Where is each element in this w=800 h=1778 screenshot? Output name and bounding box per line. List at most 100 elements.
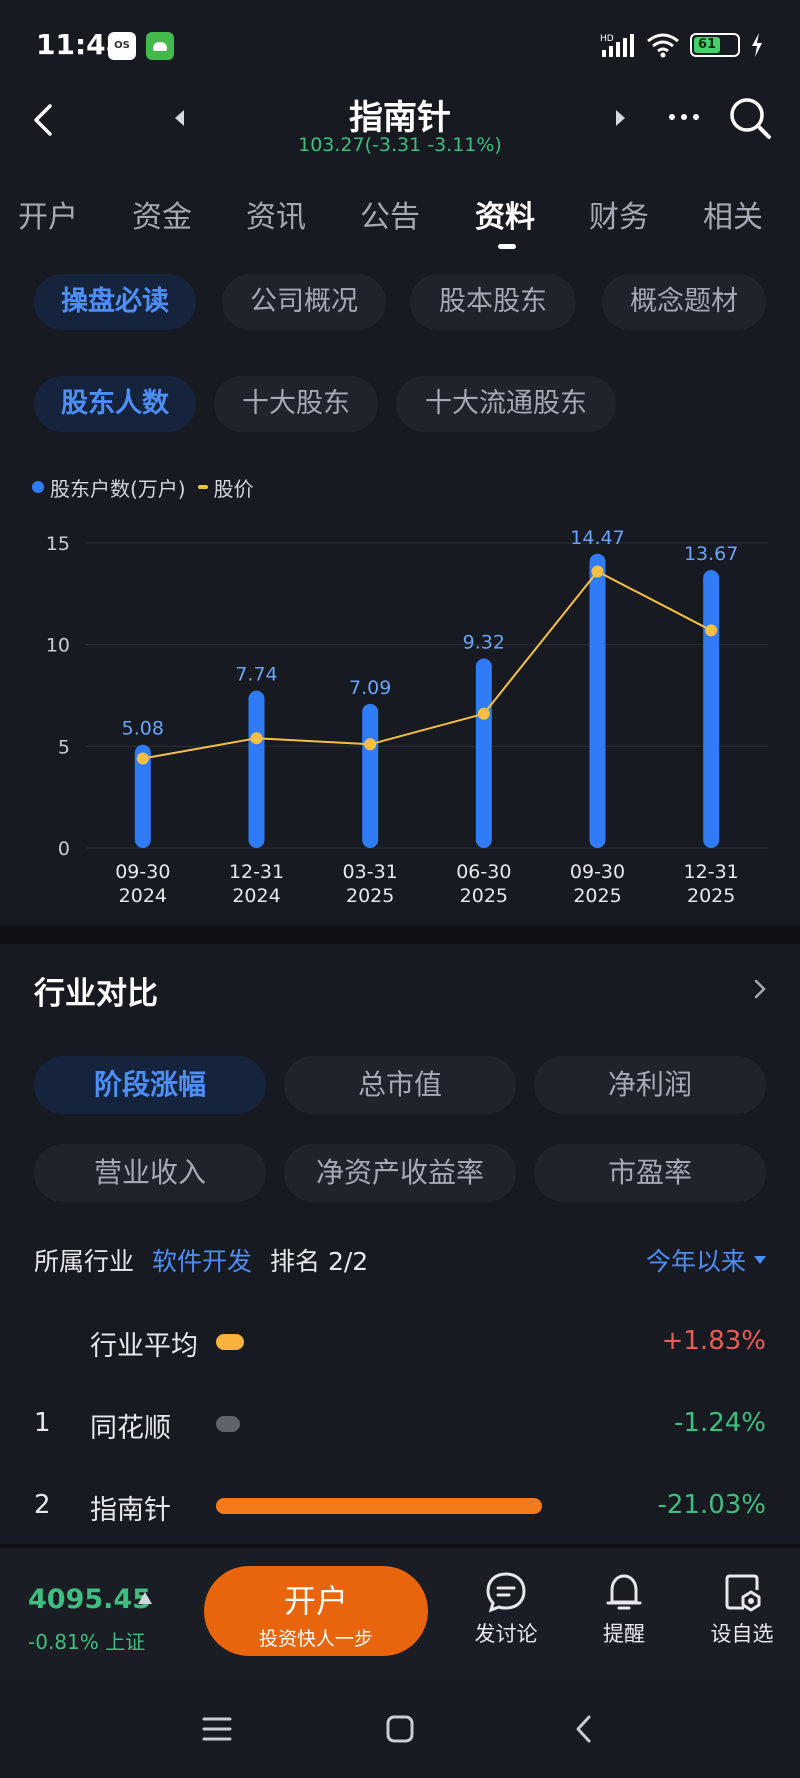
- legend-bar-swatch: [32, 481, 44, 493]
- battery-icon: 61: [690, 33, 740, 57]
- metric-revenue[interactable]: 营业收入: [34, 1144, 266, 1202]
- row-bar: [216, 1498, 542, 1514]
- row-name: 行业平均: [90, 1331, 198, 1362]
- chat-icon: [486, 1572, 526, 1613]
- stock-header: 指南针 103.27(-3.31 -3.11%): [0, 90, 800, 170]
- subtab-concepts[interactable]: 概念题材: [602, 274, 766, 330]
- industry-row[interactable]: 2 指南针 -21.03%: [0, 1486, 800, 1526]
- row-value: -21.03%: [657, 1490, 766, 1520]
- price-line: [142, 570, 712, 760]
- bar-value-label: 7.74: [235, 664, 277, 686]
- subtab-equity-holders[interactable]: 股本股东: [410, 274, 576, 330]
- bar-value-label: 9.32: [463, 631, 505, 653]
- tab-finance[interactable]: 财务: [589, 200, 649, 235]
- bar: [475, 658, 492, 848]
- price-point: [136, 752, 149, 765]
- alert-button[interactable]: 提醒: [584, 1570, 664, 1648]
- next-stock-icon[interactable]: [612, 108, 628, 128]
- metric-period-change[interactable]: 阶段涨幅: [34, 1056, 266, 1114]
- holder-tab-count[interactable]: 股东人数: [34, 376, 196, 432]
- wifi-icon: [647, 33, 679, 58]
- row-rank: 1: [34, 1408, 51, 1438]
- industry-rank: 排名 2/2: [270, 1247, 369, 1276]
- tab-news[interactable]: 资讯: [246, 200, 306, 235]
- os-badge-icon: OS: [108, 32, 136, 60]
- active-tab-indicator: [498, 244, 516, 249]
- open-account-label: 开户: [283, 1582, 348, 1620]
- metric-roe[interactable]: 净资产收益率: [284, 1144, 516, 1202]
- x-tick-label: 12-31: [229, 861, 284, 883]
- industry-section-title: 行业对比: [34, 976, 158, 1012]
- bar-value-label: 7.09: [349, 677, 391, 699]
- index-value[interactable]: 4095.45: [28, 1584, 151, 1615]
- y-tick-label: 10: [46, 635, 70, 657]
- x-tick-year: 2025: [573, 885, 621, 907]
- tab-funds[interactable]: 资金: [132, 200, 192, 235]
- chart-legend: 股东户数(万户) 股价: [32, 472, 254, 502]
- discuss-label: 发讨论: [474, 1622, 538, 1646]
- industry-row[interactable]: 1 同花顺 -1.24%: [0, 1404, 800, 1444]
- bottom-action-bar: 4095.45 -0.81% 上证 开户 投资快人一步 发讨论 提醒 设自选: [0, 1548, 800, 1680]
- metric-net-profit[interactable]: 净利润: [534, 1056, 766, 1114]
- menu-icon[interactable]: [202, 1714, 232, 1744]
- bar: [248, 690, 265, 848]
- dropdown-arrow-icon: [754, 1256, 766, 1264]
- row-name: 同花顺: [90, 1413, 171, 1444]
- more-icon[interactable]: [664, 102, 704, 132]
- price-point: [477, 707, 490, 720]
- tab-open-account[interactable]: 开户: [18, 200, 78, 235]
- x-tick-label: 12-31: [684, 861, 739, 883]
- x-tick-year: 2024: [119, 885, 167, 907]
- metric-pe[interactable]: 市盈率: [534, 1144, 766, 1202]
- y-tick-label: 15: [46, 533, 70, 555]
- alert-label: 提醒: [603, 1622, 645, 1646]
- watchlist-button[interactable]: 设自选: [702, 1570, 782, 1648]
- industry-meta: 所属行业 软件开发 排名 2/2: [34, 1242, 368, 1278]
- industry-row[interactable]: 行业平均 +1.83%: [0, 1322, 800, 1362]
- open-account-button[interactable]: 开户 投资快人一步: [204, 1566, 428, 1656]
- period-selector[interactable]: 今年以来: [646, 1242, 766, 1278]
- price-point: [705, 624, 718, 637]
- legend-line-label: 股价: [213, 476, 254, 501]
- legend-line-swatch: [197, 485, 208, 489]
- x-tick-year: 2024: [232, 885, 280, 907]
- subtab-must-read[interactable]: 操盘必读: [34, 274, 196, 330]
- stock-title: 指南针: [349, 98, 451, 138]
- legend-bar-label: 股东户数(万户): [50, 476, 186, 501]
- home-icon[interactable]: [386, 1714, 414, 1744]
- bell-icon: [606, 1574, 642, 1610]
- y-tick-label: 5: [58, 736, 70, 758]
- discuss-button[interactable]: 发讨论: [466, 1570, 546, 1648]
- status-bar: 11:48 OS HD 61: [0, 0, 800, 90]
- system-nav-bar: [0, 1680, 800, 1778]
- status-icons: HD 61: [600, 30, 764, 60]
- price-point: [250, 732, 263, 745]
- back-icon[interactable]: [22, 98, 66, 142]
- tab-profile[interactable]: 资料: [475, 200, 535, 235]
- industry-name[interactable]: 软件开发: [152, 1247, 253, 1276]
- industry-label: 所属行业: [34, 1247, 135, 1276]
- row-value: +1.83%: [661, 1326, 766, 1356]
- metric-market-cap[interactable]: 总市值: [284, 1056, 516, 1114]
- stock-price: 103.27(-3.31 -3.11%): [298, 134, 502, 156]
- holder-tab-top10-float[interactable]: 十大流通股东: [396, 376, 616, 432]
- search-icon[interactable]: [726, 94, 774, 142]
- holder-tab-top10[interactable]: 十大股东: [214, 376, 378, 432]
- section-divider: [0, 926, 800, 944]
- row-name: 指南针: [90, 1495, 171, 1526]
- prev-stock-icon[interactable]: [172, 108, 188, 128]
- bar-value-label: 13.67: [684, 543, 738, 565]
- chevron-right-icon[interactable]: [752, 978, 768, 1000]
- price-point: [364, 738, 377, 751]
- tab-announcements[interactable]: 公告: [360, 200, 420, 235]
- x-tick-label: 09-30: [115, 861, 170, 883]
- bar: [589, 553, 606, 848]
- row-bar: [216, 1334, 244, 1350]
- price-point: [591, 565, 604, 578]
- charging-icon: [752, 33, 762, 57]
- tab-related[interactable]: 相关: [703, 200, 763, 235]
- subtab-company-overview[interactable]: 公司概况: [222, 274, 386, 330]
- back-nav-icon[interactable]: [574, 1714, 594, 1744]
- add-watchlist-icon: [725, 1574, 761, 1612]
- index-expand-icon[interactable]: [138, 1592, 152, 1604]
